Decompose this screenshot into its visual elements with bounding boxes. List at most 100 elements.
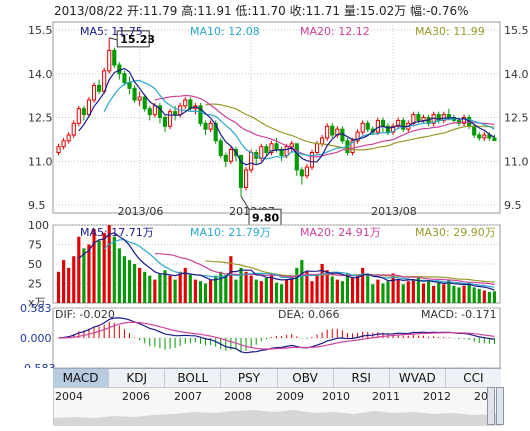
price-candle <box>147 108 152 116</box>
price-candle <box>137 96 142 101</box>
price-candle <box>76 108 81 124</box>
volume-bar <box>112 236 116 303</box>
volume-ma5-line <box>78 232 495 291</box>
volume-bar <box>122 256 127 303</box>
volume-bar <box>269 273 274 303</box>
volume-ytick: 25 <box>28 278 42 291</box>
macd-ytick: 0.000 <box>20 332 52 345</box>
price-candle <box>61 140 66 148</box>
volume-legend-1: MA10: 21.79万 <box>190 226 271 239</box>
volume-bar <box>209 279 213 303</box>
volume-ytick: 75 <box>28 239 42 252</box>
tab-cci[interactable]: CCI <box>463 371 484 385</box>
price-candle <box>162 117 168 127</box>
price-annotation-label: 15.23 <box>120 33 155 46</box>
tab-kdj[interactable]: KDJ <box>109 369 166 387</box>
price-candle <box>208 122 213 130</box>
volume-legend-2: MA20: 24.91万 <box>300 226 381 239</box>
volume-bar <box>107 225 111 303</box>
price-candle <box>167 111 173 127</box>
volume-bar <box>305 271 309 303</box>
price-ytick-right: 12.5 <box>504 112 529 125</box>
price-candle <box>86 99 92 116</box>
volume-bar <box>178 271 182 303</box>
tab-boll[interactable]: BOLL <box>165 369 222 387</box>
volume-bar <box>97 240 101 303</box>
timeline-navigator[interactable]: 2004 2006 2007 2008 2009 2010 2011 2012 … <box>53 387 502 426</box>
price-candle <box>325 125 330 139</box>
price-ytick-right: 15.5 <box>504 24 529 37</box>
tab-wvad[interactable]: WVAD <box>390 369 446 387</box>
price-candle <box>97 84 102 92</box>
price-candle <box>284 146 289 156</box>
price-candle <box>269 143 274 153</box>
macd-dif-line <box>58 317 495 354</box>
timeline-year: 2011 <box>372 390 400 403</box>
price-candle <box>401 119 406 130</box>
volume-bar <box>173 279 177 303</box>
price-legend-2: MA20: 12.12 <box>300 25 370 38</box>
timeline-right-handle[interactable] <box>496 387 504 425</box>
macd-dea-line <box>58 321 495 350</box>
macd-ytick: 0.583 <box>20 302 52 315</box>
volume-bar <box>371 284 375 303</box>
tab-rsi[interactable]: RSI <box>334 369 390 387</box>
price-candle <box>330 125 335 136</box>
tab-psy[interactable]: PSY <box>221 369 278 387</box>
timeline-sparkline <box>54 410 502 426</box>
volume-bar <box>153 279 157 303</box>
volume-bar <box>310 281 314 303</box>
price-legend-1: MA10: 12.08 <box>190 25 260 38</box>
price-candle <box>477 134 482 139</box>
volume-bar <box>203 283 208 303</box>
volume-bar <box>274 282 279 303</box>
volume-bar <box>239 267 243 303</box>
volume-bar <box>487 292 491 303</box>
price-candle <box>228 149 233 162</box>
price-ytick-left: 14.0 <box>28 68 53 81</box>
price-annotation-label: 9.80 <box>252 211 279 224</box>
price-candle <box>56 146 61 154</box>
volume-bar <box>366 274 370 303</box>
timeline-year: 2006 <box>122 390 150 403</box>
volume-bar <box>148 275 152 303</box>
volume-bar <box>315 274 319 303</box>
volume-bar <box>325 270 329 303</box>
volume-bar <box>92 228 96 303</box>
price-ytick-right: 11.0 <box>504 155 529 168</box>
volume-bar <box>447 279 451 303</box>
tab-obv[interactable]: OBV <box>278 369 334 387</box>
price-candle <box>385 125 391 133</box>
volume-bar <box>411 279 415 303</box>
macd-legend-2: MACD: -0.171 <box>421 308 497 321</box>
price-candle <box>183 99 188 107</box>
volume-bar <box>340 281 344 303</box>
volume-bar <box>345 273 350 303</box>
volume-bar <box>77 236 81 303</box>
volume-bar <box>244 271 248 303</box>
price-candle <box>132 87 137 101</box>
price-candle <box>71 122 76 136</box>
volume-bar <box>127 260 132 303</box>
price-legend-3: MA30: 11.99 <box>415 25 485 38</box>
timeline-year: 2007 <box>174 390 202 403</box>
price-ma20-line <box>154 94 495 158</box>
volume-bar <box>264 278 268 303</box>
volume-bar <box>117 248 121 303</box>
macd-legend-0: DIF: -0.020 <box>55 308 115 321</box>
volume-bar <box>320 264 324 303</box>
volume-bar <box>462 285 466 303</box>
volume-legend-0: MA5: 17.71万 <box>80 226 154 239</box>
volume-bar <box>492 291 497 303</box>
price-candle <box>492 137 497 142</box>
price-candle <box>472 125 477 136</box>
indicator-tabs: MACD KDJ BOLL PSY OBV RSI WVAD CCI <box>53 368 501 388</box>
price-candle <box>238 154 244 189</box>
price-candle <box>107 49 112 72</box>
price-candle <box>81 108 86 116</box>
tab-macd[interactable]: MACD <box>53 369 110 387</box>
volume-bar <box>183 267 187 303</box>
timeline-left-handle[interactable] <box>487 387 495 425</box>
price-candle <box>112 49 117 66</box>
volume-bar <box>300 260 304 303</box>
